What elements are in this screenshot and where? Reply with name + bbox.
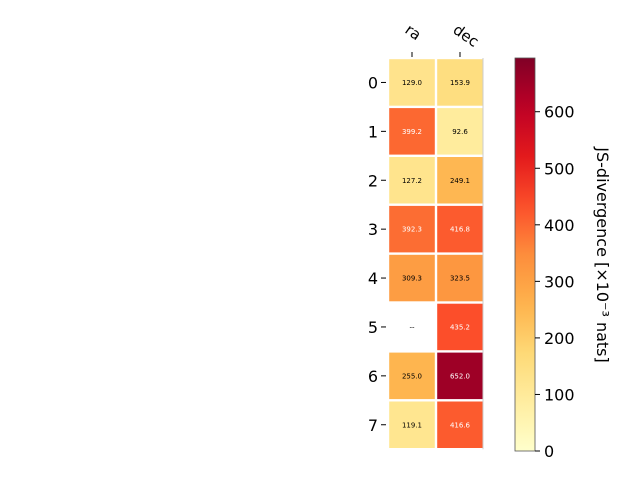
colorbar: JS-divergence [×10⁻³ nats] 0 100 200 300 400…: [514, 57, 612, 461]
heatmap-cell: [389, 59, 435, 106]
row-label: 0: [368, 73, 378, 92]
heatmap-cell: [437, 205, 483, 253]
colorbar-tick-label: 200: [544, 329, 575, 348]
heatmap-cell: [437, 254, 483, 302]
cell-value-label: 652.0: [450, 372, 470, 380]
colorbar-tick-label: 100: [544, 385, 575, 404]
heatmap-cells: 129.0 153.9 399.2 92.6 127.2 249.1 392.3 416.8 3…: [389, 59, 483, 448]
column-label: ra: [402, 21, 425, 45]
cell-value-label: 309.3: [402, 275, 422, 283]
cell-value-label: 119.1: [402, 421, 422, 429]
cell-value-label: 127.2: [402, 177, 422, 185]
cell-value-label: 416.8: [450, 226, 470, 234]
cell-value-label: 416.6: [450, 421, 471, 429]
heatmap-cell: [437, 401, 483, 448]
colorbar-tick-label: 600: [544, 103, 575, 122]
cell-value-label: 92.6: [452, 128, 468, 136]
row-label: 5: [368, 318, 378, 337]
cell-value-label: --: [409, 323, 415, 331]
colorbar-tick-label: 400: [544, 216, 575, 235]
row-label: 4: [368, 269, 378, 288]
heatmap-cell: [389, 401, 435, 448]
cell-value-label: 323.5: [450, 275, 470, 283]
heatmap-cell: [389, 108, 435, 155]
heatmap-cell: [389, 205, 435, 253]
row-label: 1: [368, 122, 378, 141]
colorbar-tick-label: 500: [544, 159, 575, 178]
heatmap-cell: [437, 59, 483, 106]
colorbar-scale: [514, 57, 536, 452]
heatmap-cell: [437, 352, 483, 400]
cell-value-label: 435.2: [450, 323, 470, 331]
cell-value-label: 392.3: [402, 226, 422, 234]
heatmap-cell: [389, 157, 435, 204]
cell-value-label: 153.9: [450, 79, 470, 87]
row-label: 6: [368, 367, 378, 386]
heatmap-cell: [389, 254, 435, 302]
colorbar-label: JS-divergence [×10⁻³ nats]: [593, 146, 612, 362]
heatmap-cell: [437, 157, 483, 204]
row-label: 7: [368, 416, 378, 435]
cell-value-label: 399.2: [402, 128, 422, 136]
cell-value-label: 249.1: [450, 177, 470, 185]
colorbar-tick-label: 0: [544, 442, 554, 461]
colorbar-tick-label: 300: [544, 272, 575, 291]
row-label: 3: [368, 220, 378, 239]
column-label: dec: [450, 21, 482, 51]
row-label: 2: [368, 171, 378, 190]
cell-value-label: 255.0: [402, 372, 422, 380]
heatmap-cell: [389, 352, 435, 400]
heatmap-cell: [437, 108, 483, 155]
heatmap-cell: [437, 303, 483, 351]
cell-value-label: 129.0: [402, 79, 422, 87]
